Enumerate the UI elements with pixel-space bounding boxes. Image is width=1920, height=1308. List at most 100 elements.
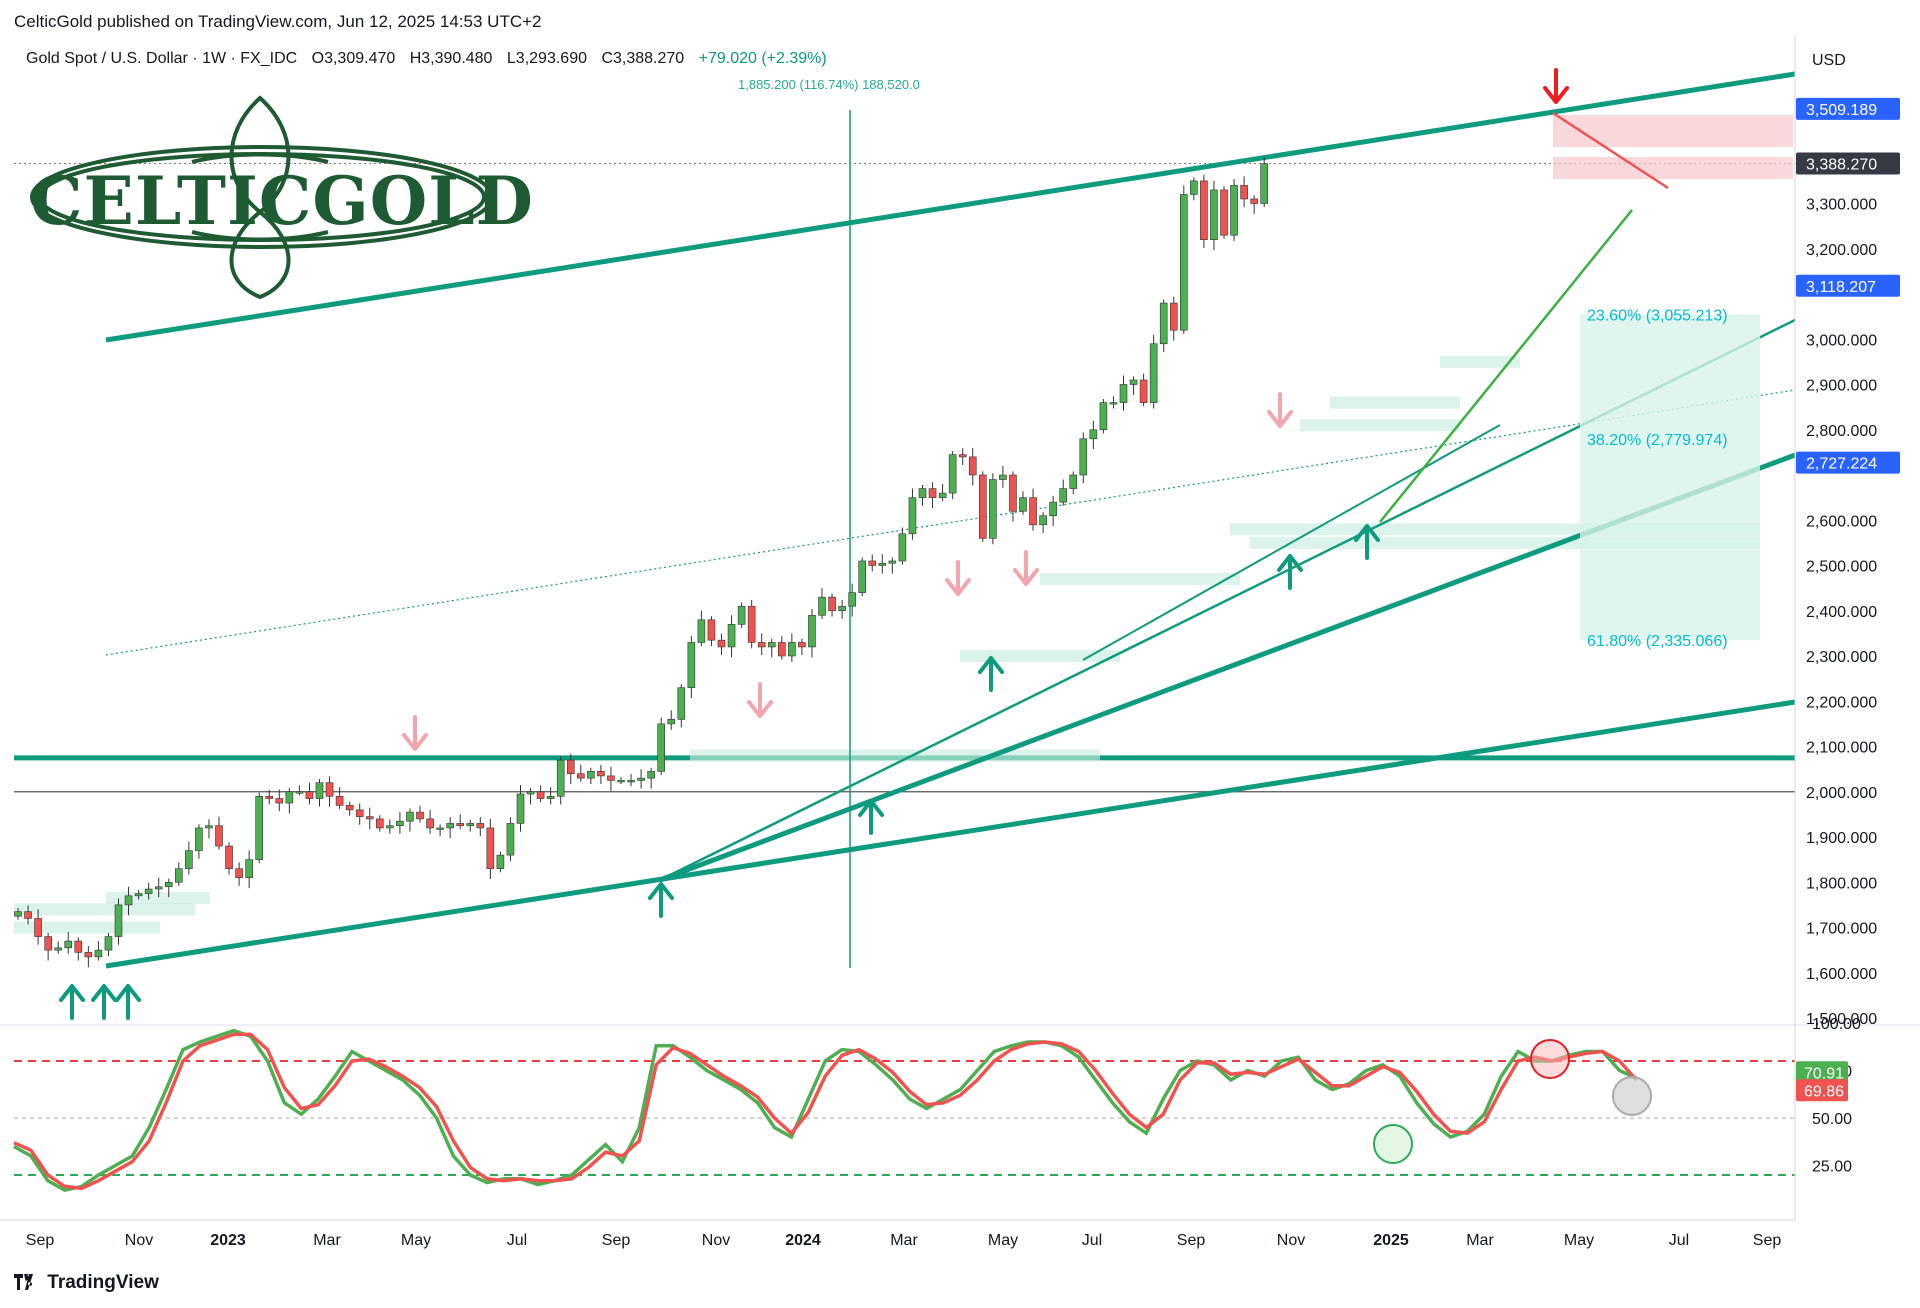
candle-body — [667, 719, 676, 725]
candle-body — [134, 893, 143, 897]
candle-body — [355, 809, 364, 817]
candle-body — [597, 771, 605, 777]
top-arrow-icon — [1543, 68, 1569, 104]
candle-body — [687, 642, 696, 688]
time-tick-label: Sep — [1753, 1232, 1782, 1249]
time-tick-label: May — [1564, 1232, 1594, 1249]
brand-footer[interactable]: TradingView — [14, 1272, 159, 1294]
candle-body — [446, 823, 454, 829]
candle-body — [315, 782, 324, 799]
candle-body — [1250, 198, 1258, 204]
price-tick-label: 1,600.000 — [1806, 966, 1877, 983]
price-axis[interactable]: 3,300.000 3,200.000 3,000.000 2,900.000 2,80… — [1794, 36, 1900, 1220]
candle-body — [44, 936, 52, 951]
support-zone — [1330, 396, 1460, 409]
symbol-info-bar[interactable]: Gold Spot / U.S. Dollar · 1W · FX_IDC O3… — [26, 50, 837, 68]
wedge-support-line — [1379, 209, 1633, 523]
candle-body — [777, 642, 786, 657]
stoch-tick-label: 25.00 — [1812, 1159, 1852, 1176]
fibonacci-retracement: 23.60% (3,055.213) 38.20% (2,779.974) 61.8… — [1580, 307, 1760, 650]
candle-body — [1039, 515, 1047, 526]
candle-body — [556, 759, 565, 797]
price-tick-label: 2,000.000 — [1806, 785, 1877, 802]
price-badge — [1796, 451, 1900, 474]
candle-body — [878, 562, 887, 566]
price-tick-label: 1,500.000 — [1806, 1011, 1877, 1028]
candle-body — [526, 791, 535, 795]
midline-dotted — [105, 389, 1796, 656]
time-tick-label: Jul — [507, 1232, 527, 1249]
candle-body — [1079, 438, 1088, 476]
logo-text: CELTICGOLD — [30, 162, 534, 240]
resistance-zone — [1553, 157, 1793, 179]
price-tick-label: 2,300.000 — [1806, 649, 1877, 666]
candle-body — [265, 795, 274, 799]
sell-arrow-icon — [945, 560, 971, 596]
time-tick-label: Sep — [602, 1232, 631, 1249]
candle-body — [164, 881, 173, 888]
top-signal-circle — [1530, 1039, 1570, 1079]
candle-body — [285, 791, 294, 804]
candle-body — [898, 533, 907, 562]
support-zone — [106, 892, 210, 905]
stoch-value-badge — [1796, 1079, 1848, 1102]
candle-body — [114, 904, 123, 937]
candle-body — [195, 827, 203, 851]
candle-body — [466, 823, 475, 826]
candle-body — [727, 624, 736, 648]
candle-body — [868, 560, 877, 566]
buy-arrow-icon — [115, 984, 141, 1020]
candle-body — [245, 859, 253, 879]
candle-body — [175, 868, 183, 883]
time-tick-label: Mar — [890, 1232, 918, 1249]
time-tick-label: 2025 — [1373, 1232, 1409, 1249]
candle-body — [928, 488, 937, 498]
ohlc-open: O3,309.470 — [311, 50, 396, 67]
top-arrow-icon-shape — [1543, 68, 1569, 104]
candle-body — [657, 723, 666, 772]
candle-body — [154, 886, 163, 890]
candle-body — [1169, 302, 1178, 331]
price-tick-label: 2,500.000 — [1806, 559, 1877, 576]
price-tick-label: 2,800.000 — [1806, 423, 1877, 440]
buy-arrow-icon-shape — [858, 799, 884, 835]
support-zone — [14, 921, 160, 934]
candle-body — [968, 456, 977, 476]
candle-body — [647, 771, 655, 779]
sell-arrow-icon — [747, 682, 773, 718]
candle-body — [54, 947, 63, 951]
buy-arrow-icon — [648, 882, 674, 918]
buy-arrow-icon — [858, 799, 884, 835]
price-tick-label: 3,000.000 — [1806, 332, 1877, 349]
price-tick-label: 2,400.000 — [1806, 604, 1877, 621]
time-tick-label: Nov — [1277, 1232, 1305, 1249]
sell-arrow-icon — [402, 715, 428, 751]
ohlc-close: C3,388.270 — [601, 50, 685, 67]
time-axis[interactable]: Sep Nov 2023 Mar May Jul Sep Nov 2024 Mar May Jul Se… — [0, 1219, 1795, 1249]
candle-body — [1019, 497, 1027, 512]
candle-body — [476, 823, 485, 829]
candle-body — [757, 642, 766, 648]
candle-body — [1119, 384, 1128, 403]
support-zone — [960, 650, 1120, 662]
time-tick-label: Mar — [1466, 1232, 1494, 1249]
candle-body — [978, 474, 987, 539]
candle-body — [436, 827, 444, 830]
candle-body — [908, 497, 917, 535]
time-tick-label: 2023 — [210, 1232, 246, 1249]
price-badge-label: 3,509.189 — [1806, 102, 1877, 119]
candle-body — [235, 868, 243, 879]
candle-body — [295, 791, 304, 794]
candle-body — [74, 940, 83, 953]
candle-body — [34, 918, 42, 937]
candle-body — [255, 795, 263, 860]
price-tick-label: 1,700.000 — [1806, 921, 1877, 938]
price-tick-label: 2,900.000 — [1806, 378, 1877, 395]
candle-body — [1190, 180, 1198, 195]
time-tick-label: May — [401, 1232, 431, 1249]
candle-body — [1210, 189, 1218, 241]
buy-arrow-icon-shape — [978, 656, 1004, 692]
symbol-name[interactable]: Gold Spot / U.S. Dollar · 1W · FX_IDC — [26, 50, 298, 67]
upper-channel-line — [105, 71, 1796, 343]
